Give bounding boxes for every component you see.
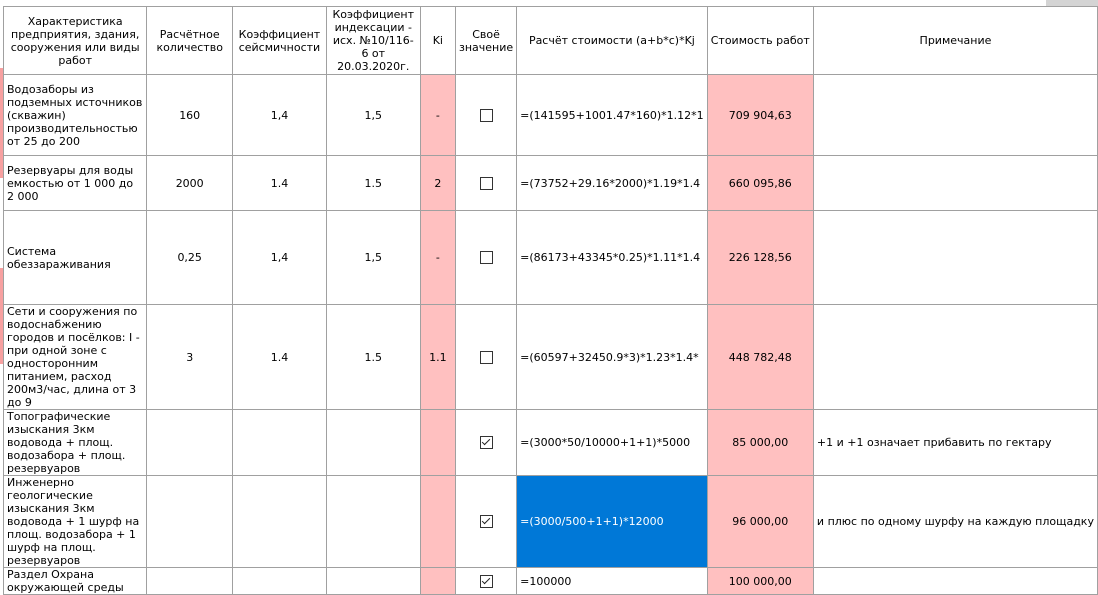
cell-cost[interactable]: 226 128,56 xyxy=(706,210,814,305)
cell-indexation[interactable] xyxy=(325,409,421,476)
cell-own-value[interactable] xyxy=(454,210,518,305)
col-header-indexation[interactable]: Коэффициент индексации - исх. №10/116-6 … xyxy=(325,6,421,75)
cell-cost[interactable]: 100 000,00 xyxy=(706,567,814,595)
cell-formula[interactable]: =(73752+29.16*2000)*1.19*1.4 xyxy=(516,155,708,211)
cell-quantity[interactable]: 160 xyxy=(146,74,234,156)
cell-quantity[interactable] xyxy=(146,475,234,568)
table-row: Водозаборы из подземных источников (сква… xyxy=(2,74,1098,156)
cell-note[interactable] xyxy=(812,304,1098,410)
cell-ki[interactable]: 2 xyxy=(419,155,457,211)
cell-characteristic[interactable]: Топографические изыскания 3км водовода +… xyxy=(2,409,148,476)
cell-note[interactable]: +1 и +1 означает прибавить по гектару xyxy=(812,409,1098,476)
cell-cost[interactable]: 96 000,00 xyxy=(706,475,814,568)
cell-indexation[interactable] xyxy=(325,567,421,595)
cell-seismic[interactable] xyxy=(232,475,327,568)
cell-indexation[interactable]: 1,5 xyxy=(325,74,421,156)
cell-ki[interactable] xyxy=(419,567,457,595)
cell-seismic[interactable]: 1.4 xyxy=(232,304,327,410)
table-row: Топографические изыскания 3км водовода +… xyxy=(2,409,1098,476)
cell-own-value[interactable] xyxy=(454,304,518,410)
cell-own-value[interactable] xyxy=(454,155,518,211)
cell-own-value[interactable] xyxy=(454,475,518,568)
table-row: Сети и сооружения по водоснабжению город… xyxy=(2,304,1098,410)
cell-own-value[interactable] xyxy=(454,74,518,156)
col-header-ki[interactable]: Ki xyxy=(419,6,457,75)
col-header-formula[interactable]: Расчёт стоимости (a+b*c)*Kj xyxy=(516,6,708,75)
cell-characteristic[interactable]: Раздел Охрана окружающей среды xyxy=(2,567,148,595)
own-value-checkbox[interactable] xyxy=(479,108,493,122)
cell-formula[interactable]: =(86173+43345*0.25)*1.11*1.4 xyxy=(516,210,708,305)
col-header-own-value[interactable]: Своё значение xyxy=(454,6,518,75)
table-row: Резервуары для воды емкостью от 1 000 до… xyxy=(2,155,1098,211)
cell-ki[interactable]: - xyxy=(419,210,457,305)
own-value-checkbox[interactable] xyxy=(479,515,493,529)
cell-characteristic[interactable]: Система обеззараживания xyxy=(2,210,148,305)
cell-quantity[interactable]: 0,25 xyxy=(146,210,234,305)
cell-cost[interactable]: 660 095,86 xyxy=(706,155,814,211)
data-grid: Характеристика предприятия, здания, соор… xyxy=(2,6,1098,595)
cell-seismic[interactable]: 1.4 xyxy=(232,155,327,211)
window-corner xyxy=(1046,0,1098,6)
cell-seismic[interactable] xyxy=(232,409,327,476)
cell-cost[interactable]: 85 000,00 xyxy=(706,409,814,476)
cell-ki[interactable]: - xyxy=(419,74,457,156)
col-header-quantity[interactable]: Расчётное количество xyxy=(146,6,234,75)
cell-note[interactable]: и плюс по одному шурфу на каждую площадк… xyxy=(812,475,1098,568)
cell-formula[interactable]: =100000 xyxy=(516,567,708,595)
own-value-checkbox[interactable] xyxy=(479,176,493,190)
col-header-seismic[interactable]: Коэффициент сейсмичности xyxy=(232,6,327,75)
cell-quantity[interactable] xyxy=(146,409,234,476)
table-row: Инженерно геологические изыскания 3км во… xyxy=(2,475,1098,568)
cell-note[interactable] xyxy=(812,74,1098,156)
cell-note[interactable] xyxy=(812,210,1098,305)
header-row: Характеристика предприятия, здания, соор… xyxy=(2,6,1098,75)
own-value-checkbox[interactable] xyxy=(479,251,493,265)
cell-quantity[interactable] xyxy=(146,567,234,595)
col-header-note[interactable]: Примечание xyxy=(812,6,1098,75)
cell-cost[interactable]: 448 782,48 xyxy=(706,304,814,410)
cell-characteristic[interactable]: Инженерно геологические изыскания 3км во… xyxy=(2,475,148,568)
cell-note[interactable] xyxy=(812,155,1098,211)
cell-indexation[interactable]: 1,5 xyxy=(325,210,421,305)
cell-seismic[interactable] xyxy=(232,567,327,595)
col-header-cost[interactable]: Стоимость работ xyxy=(706,6,814,75)
own-value-checkbox[interactable] xyxy=(479,350,493,364)
cell-indexation[interactable]: 1.5 xyxy=(325,304,421,410)
cell-seismic[interactable]: 1,4 xyxy=(232,210,327,305)
cell-indexation[interactable] xyxy=(325,475,421,568)
cell-own-value[interactable] xyxy=(454,567,518,595)
own-value-checkbox[interactable] xyxy=(479,574,493,588)
window-top-edge xyxy=(0,0,1098,6)
cell-characteristic[interactable]: Водозаборы из подземных источников (сква… xyxy=(2,74,148,156)
row-header-stripe xyxy=(0,6,3,520)
cell-quantity[interactable]: 2000 xyxy=(146,155,234,211)
row-marker xyxy=(0,268,3,364)
cell-own-value[interactable] xyxy=(454,409,518,476)
cell-formula[interactable]: =(141595+1001.47*160)*1.12*1 xyxy=(516,74,708,156)
cell-formula[interactable]: =(60597+32450.9*3)*1.23*1.4* xyxy=(516,304,708,410)
cell-formula-selected[interactable]: =(3000/500+1+1)*12000 xyxy=(516,475,708,568)
cell-indexation[interactable]: 1.5 xyxy=(325,155,421,211)
cell-quantity[interactable]: 3 xyxy=(146,304,234,410)
cell-formula[interactable]: =(3000*50/10000+1+1)*5000 xyxy=(516,409,708,476)
table-row: Система обеззараживания 0,25 1,4 1,5 - =… xyxy=(2,210,1098,305)
table-row: Раздел Охрана окружающей среды =100000 1… xyxy=(2,567,1098,595)
own-value-checkbox[interactable] xyxy=(479,436,493,450)
cell-ki[interactable] xyxy=(419,409,457,476)
cell-characteristic[interactable]: Резервуары для воды емкостью от 1 000 до… xyxy=(2,155,148,211)
cell-ki[interactable] xyxy=(419,475,457,568)
row-marker xyxy=(0,68,3,178)
cell-note[interactable] xyxy=(812,567,1098,595)
col-header-characteristic[interactable]: Характеристика предприятия, здания, соор… xyxy=(2,6,148,75)
cell-cost[interactable]: 709 904,63 xyxy=(706,74,814,156)
cell-seismic[interactable]: 1,4 xyxy=(232,74,327,156)
cell-ki[interactable]: 1.1 xyxy=(419,304,457,410)
cell-characteristic[interactable]: Сети и сооружения по водоснабжению город… xyxy=(2,304,148,410)
